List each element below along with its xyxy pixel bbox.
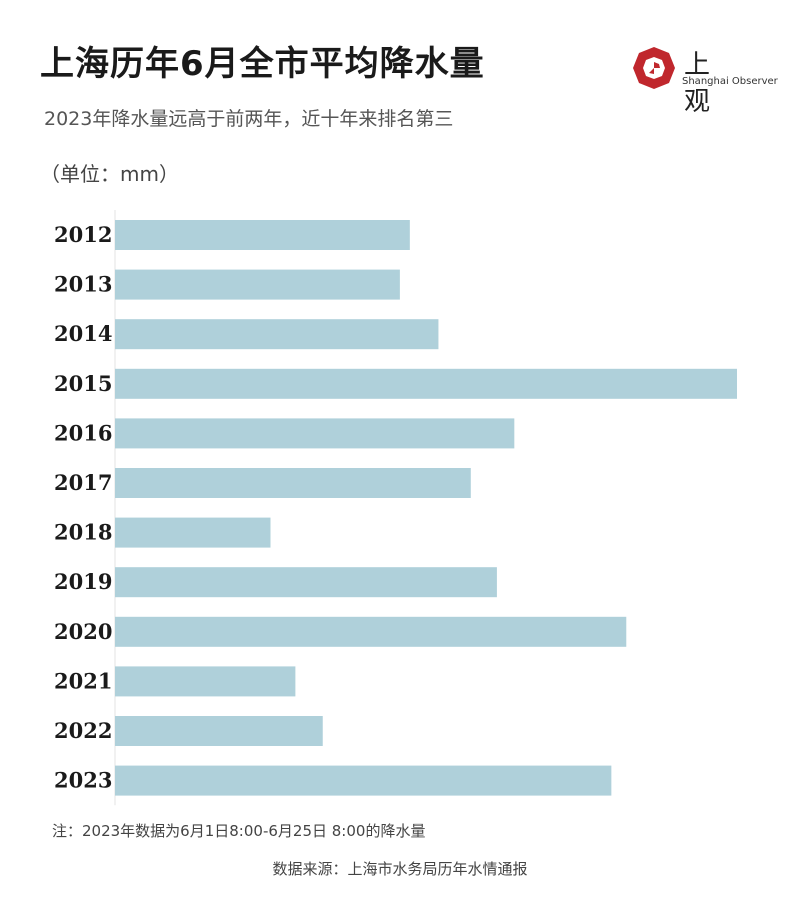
- unit-label: （单位：mm）: [40, 162, 179, 186]
- logo-name-en: Shanghai Observer: [682, 76, 778, 87]
- bar-2020: [115, 616, 627, 647]
- bar-2012: [115, 220, 410, 250]
- chart-subtitle: 2023年降水量远高于前两年，近十年来排名第三: [44, 108, 454, 130]
- year-label-2019: 2019: [54, 569, 112, 594]
- logo: 上 观 Shanghai Observer: [632, 44, 778, 117]
- year-label-2018: 2018: [54, 520, 112, 545]
- year-label-2022: 2022: [54, 718, 112, 743]
- year-label-2017: 2017: [54, 470, 112, 495]
- year-label-2021: 2021: [54, 668, 112, 693]
- year-label-2016: 2016: [54, 420, 112, 445]
- bar-2021: [115, 666, 296, 697]
- year-label-2015: 2015: [54, 371, 112, 396]
- bar-2015: [115, 368, 737, 399]
- bar-2019: [115, 567, 497, 598]
- bar-2013: [115, 269, 400, 300]
- bar-2016: [115, 418, 515, 449]
- bar-2018: [115, 517, 271, 548]
- bar-2014: [115, 319, 439, 350]
- year-label-2023: 2023: [54, 768, 112, 793]
- year-label-2013: 2013: [54, 272, 112, 297]
- year-label-2014: 2014: [54, 321, 112, 346]
- bar-2017: [115, 468, 471, 498]
- data-source: 数据来源：上海市水务局历年水情通报: [272, 860, 528, 878]
- bar-2023: [115, 765, 612, 796]
- year-label-2020: 2020: [54, 619, 112, 644]
- footnote: 注：2023年数据为6月1日8:00-6月25日 8:00的降水量: [52, 822, 426, 840]
- shanghai-observer-logo-icon: [633, 47, 675, 89]
- chart-title: 上海历年6月全市平均降水量: [40, 44, 485, 84]
- logo-name-cn: 上 观: [684, 50, 717, 117]
- bar-2022: [115, 716, 323, 746]
- year-label-2012: 2012: [54, 222, 112, 247]
